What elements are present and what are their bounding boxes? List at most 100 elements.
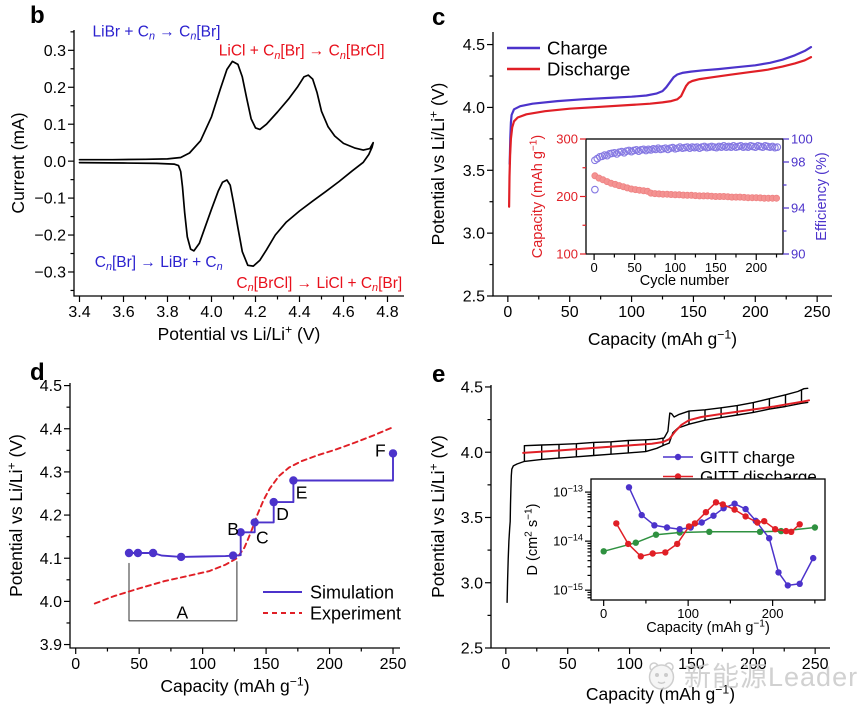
svg-text:4.4: 4.4 <box>288 304 310 321</box>
svg-text:10−13: 10−13 <box>553 484 583 500</box>
svg-text:3.9: 3.9 <box>40 637 62 654</box>
svg-text:4.1: 4.1 <box>40 551 62 568</box>
svg-text:200: 200 <box>740 656 767 673</box>
svg-text:100: 100 <box>618 304 645 321</box>
svg-text:Efficiency (%): Efficiency (%) <box>814 152 830 240</box>
svg-text:D (cm2 s−1): D (cm2 s−1) <box>523 504 541 576</box>
svg-text:0: 0 <box>71 656 80 673</box>
svg-text:3.0: 3.0 <box>463 226 485 243</box>
svg-text:Potential vs Li/Li+ (V): Potential vs Li/Li+ (V) <box>158 322 321 344</box>
panel-c: c 0 50 100 150 200 250 2.5 3.0 3.5 4.0 4.5 Capacity… <box>428 0 857 357</box>
svg-text:50: 50 <box>627 260 641 275</box>
svg-text:0: 0 <box>590 260 597 275</box>
svg-text:50: 50 <box>130 656 148 673</box>
svg-text:4.4: 4.4 <box>40 421 62 438</box>
svg-text:4.5: 4.5 <box>40 378 62 395</box>
svg-text:Capacity (mAh g−1): Capacity (mAh g−1) <box>160 674 309 696</box>
svg-text:Potential vs Li/Li+ (V): Potential vs Li/Li+ (V) <box>4 434 26 597</box>
svg-text:E: E <box>296 482 308 502</box>
svg-text:0.2: 0.2 <box>44 80 66 97</box>
svg-text:Capacity (mAh g−1): Capacity (mAh g−1) <box>528 135 546 259</box>
svg-text:−0.2: −0.2 <box>34 228 66 245</box>
svg-text:3.4: 3.4 <box>68 304 90 321</box>
charge-discharge-chart: 0 50 100 150 200 250 2.5 3.0 3.5 4.0 4.5 Capacity (… <box>428 32 832 349</box>
svg-text:3.5: 3.5 <box>461 510 483 527</box>
svg-text:100: 100 <box>791 132 813 147</box>
svg-text:Simulation: Simulation <box>310 582 394 602</box>
svg-text:4.0: 4.0 <box>200 304 222 321</box>
diffusivity-inset-chart: 0 100 200 10−15 10−14 10−13 Capacity (mAh g−1)… <box>523 478 826 636</box>
svg-text:10−14: 10−14 <box>553 533 583 549</box>
svg-text:Discharge: Discharge <box>547 58 630 79</box>
panel-label-b: b <box>30 2 45 29</box>
svg-text:4.5: 4.5 <box>461 380 483 397</box>
panel-label-e: e <box>432 361 446 388</box>
svg-text:0: 0 <box>600 606 607 621</box>
svg-text:10−15: 10−15 <box>553 582 583 598</box>
svg-text:4.0: 4.0 <box>461 445 483 462</box>
svg-text:100: 100 <box>556 247 578 262</box>
svg-text:F: F <box>375 440 386 460</box>
svg-text:Capacity (mAh g−1): Capacity (mAh g−1) <box>586 682 735 704</box>
svg-text:200: 200 <box>742 304 769 321</box>
svg-text:LiCl + Cn[Br] → Cn[BrCl]: LiCl + Cn[Br] → Cn[BrCl] <box>219 43 385 62</box>
svg-text:LiBr + Cn → Cn[Br]: LiBr + Cn → Cn[Br] <box>93 24 221 43</box>
svg-text:Cn[BrCl] → LiCl + Cn[Br]: Cn[BrCl] → LiCl + Cn[Br] <box>236 275 402 294</box>
svg-text:−0.3: −0.3 <box>34 265 66 282</box>
cv-chart: 3.4 3.6 3.8 4.0 4.2 4.4 4.6 4.8 −0.3 −0.2 −0.1 0.0 0… <box>8 24 404 344</box>
gitt-chart: 0 50 100 150 200 250 2.5 3.0 3.5 4.0 4.5 Capacity (… <box>428 380 830 704</box>
svg-text:B: B <box>227 519 239 539</box>
svg-text:150: 150 <box>680 304 707 321</box>
svg-text:Charge: Charge <box>547 37 608 58</box>
svg-text:100: 100 <box>616 656 643 673</box>
svg-text:3.5: 3.5 <box>463 163 485 180</box>
svg-text:0.3: 0.3 <box>44 43 66 60</box>
svg-text:C: C <box>256 528 269 548</box>
svg-text:0.1: 0.1 <box>44 117 66 134</box>
svg-text:100: 100 <box>189 656 216 673</box>
simulation-experiment-chart: 0 50 100 150 200 250 3.9 4.0 4.1 4.2 4.3 4.4 4.5 Capa… <box>4 378 406 696</box>
svg-text:D: D <box>276 504 289 524</box>
svg-text:3.8: 3.8 <box>156 304 178 321</box>
svg-text:0: 0 <box>503 304 512 321</box>
svg-text:Potential vs Li/Li+ (V): Potential vs Li/Li+ (V) <box>428 83 448 246</box>
svg-text:Capacity (mAh g−1): Capacity (mAh g−1) <box>588 327 737 349</box>
svg-text:Cycle number: Cycle number <box>640 273 730 289</box>
svg-text:4.8: 4.8 <box>376 304 398 321</box>
svg-text:200: 200 <box>316 656 343 673</box>
svg-text:94: 94 <box>791 201 805 216</box>
svg-text:GITT charge: GITT charge <box>700 448 795 467</box>
svg-text:250: 250 <box>804 304 831 321</box>
svg-text:0: 0 <box>501 656 510 673</box>
svg-text:50: 50 <box>561 304 579 321</box>
panel-d: d 0 50 100 150 200 250 3.9 4.0 4.1 4.2 4.3 4.4 4.5 Ca… <box>0 357 428 714</box>
svg-text:3.0: 3.0 <box>461 575 483 592</box>
svg-text:0.0: 0.0 <box>44 154 66 171</box>
svg-text:Current (mA): Current (mA) <box>8 112 28 213</box>
svg-text:4.5: 4.5 <box>463 37 485 54</box>
svg-text:4.6: 4.6 <box>332 304 354 321</box>
svg-text:100: 100 <box>664 260 686 275</box>
svg-text:150: 150 <box>678 656 705 673</box>
svg-text:2.5: 2.5 <box>461 641 483 658</box>
svg-text:3.6: 3.6 <box>112 304 134 321</box>
panel-b: b 3.4 3.6 3.8 4.0 4.2 4.4 4.6 4.8 −0.3 −0.2 −0.1 0.… <box>0 0 428 357</box>
svg-text:Cn[Br] → LiBr + Cn: Cn[Br] → LiBr + Cn <box>95 254 223 273</box>
svg-text:200: 200 <box>556 189 578 204</box>
svg-text:A: A <box>176 602 188 622</box>
svg-text:−0.1: −0.1 <box>34 191 66 208</box>
svg-text:90: 90 <box>791 247 805 262</box>
svg-text:4.3: 4.3 <box>40 465 62 482</box>
svg-text:Potential vs Li/Li+ (V): Potential vs Li/Li+ (V) <box>428 435 448 598</box>
svg-text:200: 200 <box>745 260 767 275</box>
svg-text:2.5: 2.5 <box>463 289 485 306</box>
panel-label-c: c <box>432 4 446 31</box>
svg-text:4.0: 4.0 <box>40 594 62 611</box>
svg-text:4.2: 4.2 <box>244 304 266 321</box>
svg-text:Capacity (mAh g−1): Capacity (mAh g−1) <box>646 618 770 636</box>
svg-text:250: 250 <box>802 656 829 673</box>
svg-text:150: 150 <box>253 656 280 673</box>
svg-text:4.2: 4.2 <box>40 508 62 525</box>
